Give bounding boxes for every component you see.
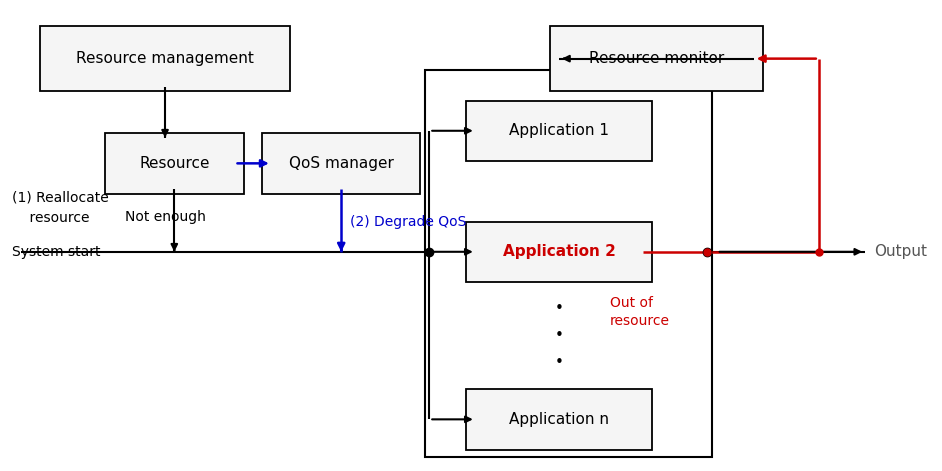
- FancyBboxPatch shape: [550, 26, 763, 91]
- Text: Output: Output: [874, 244, 927, 260]
- Text: Resource: Resource: [139, 156, 209, 171]
- Text: Out of
resource: Out of resource: [610, 296, 670, 328]
- Text: Resource monitor: Resource monitor: [589, 51, 724, 66]
- FancyBboxPatch shape: [263, 133, 420, 194]
- FancyBboxPatch shape: [466, 389, 652, 450]
- FancyBboxPatch shape: [105, 133, 244, 194]
- FancyBboxPatch shape: [466, 221, 652, 282]
- Text: Application n: Application n: [509, 412, 609, 427]
- Text: (2) Degrade QoS: (2) Degrade QoS: [350, 215, 467, 228]
- Text: QoS manager: QoS manager: [289, 156, 394, 171]
- FancyBboxPatch shape: [466, 100, 652, 161]
- Text: •
•
•: • • •: [555, 301, 563, 370]
- Text: Application 1: Application 1: [509, 123, 609, 138]
- Text: Not enough: Not enough: [124, 210, 205, 224]
- FancyBboxPatch shape: [40, 26, 290, 91]
- Text: (1) Reallocate
    resource: (1) Reallocate resource: [12, 190, 108, 225]
- Text: System start: System start: [12, 245, 101, 259]
- Text: Application 2: Application 2: [503, 244, 615, 260]
- Text: Resource management: Resource management: [76, 51, 254, 66]
